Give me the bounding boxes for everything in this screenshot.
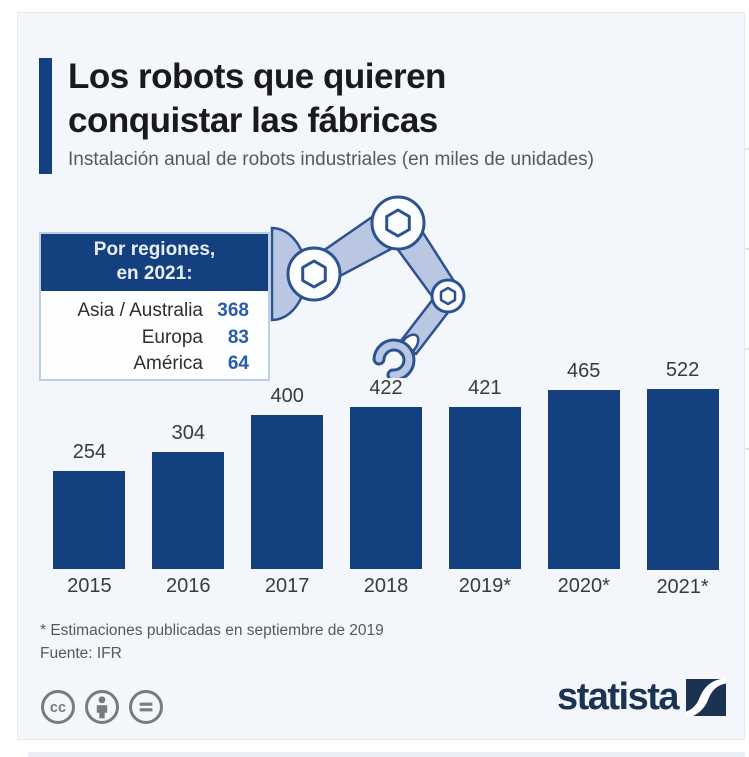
bar-column: 400 2017 (238, 359, 337, 599)
footnote-source: Fuente: IFR (40, 645, 122, 662)
bar-category-label: 2021* (656, 576, 709, 598)
bar-column: 422 2018 (337, 359, 436, 599)
page-title: Los robots que quieren conquistar las fá… (68, 55, 446, 143)
bar-category-label: 2018 (363, 575, 409, 597)
bar-column: 421 2019* (435, 359, 534, 599)
region-box-header-line2: en 2021: (116, 263, 193, 284)
region-label: América (133, 353, 203, 374)
infographic-card: Los robots que quieren conquistar las fá… (17, 12, 745, 740)
next-card-edge (28, 752, 745, 757)
svg-text:cc: cc (50, 700, 66, 716)
bar-value-label: 522 (665, 359, 700, 381)
cc-by-person-icon[interactable] (84, 689, 120, 725)
region-row: América 64 (49, 351, 249, 378)
region-value: 83 (227, 326, 249, 348)
robot-wrist-joint (430, 278, 466, 314)
robot-arm-illustration (270, 195, 466, 378)
region-label: Europa (141, 326, 203, 348)
region-value: 368 (217, 300, 249, 321)
bar (350, 407, 422, 569)
bar-category-label: 2017 (264, 575, 310, 597)
cc-license-badges[interactable]: cc (40, 689, 164, 725)
bar-value-label: 304 (171, 422, 205, 444)
title-accent-bar (39, 58, 52, 174)
region-value: 64 (227, 353, 249, 374)
bar (152, 452, 225, 569)
bar (547, 390, 620, 569)
page-title-line2: conquistar las fábricas (68, 101, 438, 140)
bar (251, 415, 324, 569)
region-box-body: Asia / Australia 368 Europa 83 América 6… (41, 291, 268, 378)
footnote: * Estimaciones publicadas en septiembre … (40, 619, 384, 665)
bar-value-label: 465 (567, 360, 601, 382)
cc-nd-equals-icon[interactable] (128, 689, 164, 725)
bar (448, 407, 521, 569)
chart-subtitle: Instalación anual de robots industriales… (68, 149, 594, 170)
footnote-estimates: * Estimaciones publicadas en septiembre … (40, 622, 384, 639)
bar-column: 522 2021* (633, 359, 732, 599)
bar-value-label: 422 (369, 377, 403, 399)
region-row: Asia / Australia 368 (49, 298, 249, 325)
region-row: Europa 83 (49, 325, 249, 352)
bar-category-label: 2020* (557, 575, 610, 597)
robot-elbow-joint (370, 195, 426, 251)
page-right-margin (745, 0, 749, 757)
statista-logo-text: statista (556, 676, 680, 718)
bar-column: 465 2020* (534, 359, 633, 599)
bar-column: 254 2015 (40, 359, 139, 599)
cc-icon[interactable]: cc (40, 689, 76, 725)
bar-category-label: 2016 (166, 575, 211, 597)
statista-logo[interactable]: statista (557, 677, 726, 717)
bar (53, 471, 126, 569)
robot-shoulder-joint (286, 246, 342, 302)
bar-value-label: 421 (468, 377, 502, 399)
bar-category-label: 2019* (458, 575, 511, 597)
region-summary-box: Por regiones, en 2021: Asia / Australia … (39, 232, 270, 381)
region-box-header: Por regiones, en 2021: (41, 234, 268, 291)
region-label: Asia / Australia (77, 300, 203, 321)
bar-category-label: 2015 (67, 575, 112, 597)
bar-chart: 254 2015 304 2016 400 2017 422 2018 421 2019* 465 2… (40, 359, 732, 599)
bar-value-label: 254 (72, 441, 107, 463)
page-title-line1: Los robots que quieren (68, 57, 446, 96)
bar (646, 389, 719, 570)
statista-logo-mark-icon (686, 678, 726, 716)
bar-value-label: 400 (270, 385, 304, 407)
region-box-header-line1: Por regiones, (93, 239, 216, 260)
bar-column: 304 2016 (139, 359, 238, 599)
